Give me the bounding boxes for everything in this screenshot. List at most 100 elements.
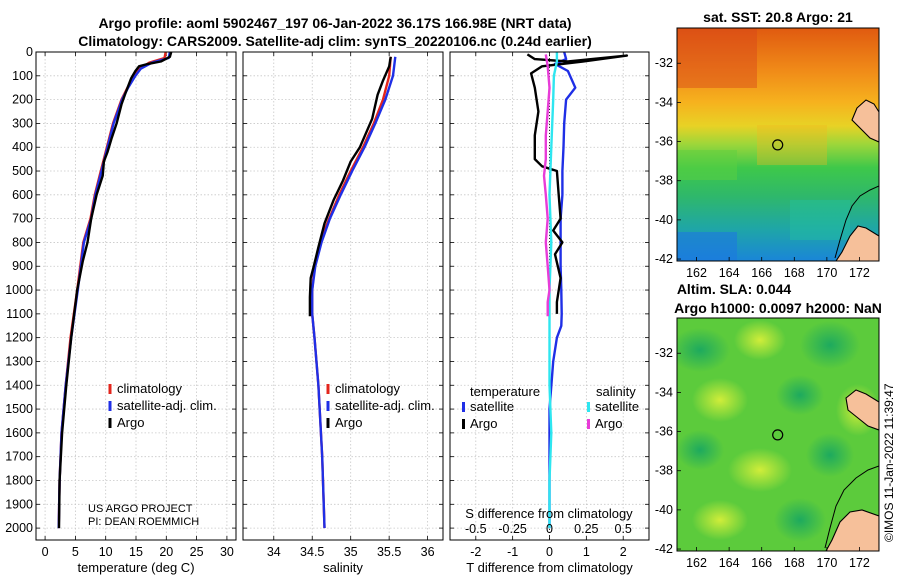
depth-tick-label: 1100 [6, 307, 33, 321]
series-salinity-satellite-adj-clim- [311, 56, 397, 529]
sst-map-axes: 162 164 166 168 170 172 -32 -34 -36 -38 -40 -42 [655, 56, 870, 280]
panel-salinity: 34 34.5 35 35.5 36 salinity climatology satelli… [242, 51, 444, 575]
s-diff-tick-label: 0.25 [574, 522, 598, 536]
map-lat-label: -32 [655, 56, 673, 70]
legend-swatch [462, 402, 465, 412]
legend-swatch [108, 418, 112, 428]
map-lon-label: 168 [784, 556, 805, 570]
depth-tick-label: 1500 [5, 402, 33, 416]
panel-difference: -2 -1 0 1 2T difference from climatology temp… [449, 51, 650, 575]
legend-label: satellite [595, 399, 639, 414]
series-difference-s-argo [542, 54, 551, 317]
legend-swatch [587, 419, 590, 429]
x-axis-label: salinity [323, 560, 363, 575]
x-tick-label: 34.5 [300, 545, 324, 559]
legend-label: satellite-adj. clim. [335, 398, 435, 413]
depth-tick-label: 0 [26, 45, 33, 59]
panel-salinity-bg [243, 52, 443, 540]
x-tick-label: 35.5 [377, 545, 401, 559]
map-lon-label: 172 [849, 266, 870, 280]
s-diff-tick-label: -0.5 [465, 522, 487, 536]
depth-tick-label: 1900 [5, 497, 33, 511]
map-lat-label: -36 [655, 135, 673, 149]
x-tick-label: 15 [129, 545, 143, 559]
legend-header-salinity: salinity [596, 384, 636, 399]
x-tick-label: 2 [620, 545, 627, 559]
depth-tick-label: 600 [12, 188, 33, 202]
sla-map: Altim. SLA: 0.044 Argo h1000: 0.0097 h20… [655, 281, 882, 570]
depth-tick-label: 1000 [5, 283, 33, 297]
map-lon-label: 162 [686, 266, 707, 280]
map-lon-label: 164 [719, 266, 740, 280]
legend-swatch [326, 384, 330, 394]
map-lat-label: -40 [655, 213, 673, 227]
sst-argo-marker [772, 139, 784, 151]
legend-label: Argo [470, 416, 497, 431]
credit-line: PI: DEAN ROEMMICH [88, 516, 199, 528]
depth-tick-label: 800 [12, 235, 33, 249]
map-lat-label: -42 [655, 542, 673, 556]
depth-tick-label: 500 [12, 164, 33, 178]
series-difference-t-satellite [548, 51, 577, 529]
x-axis-label: temperature (deg C) [77, 560, 194, 575]
depth-tick-label: 200 [12, 93, 33, 107]
credit-line: US ARGO PROJECT [88, 503, 193, 515]
panel-temperature-bg [36, 52, 236, 540]
s-diff-tick-label: 0 [546, 522, 553, 536]
map-lat-label: -36 [655, 425, 673, 439]
s-diff-tick-label: 0.5 [615, 522, 632, 536]
series-difference-s-satellite [548, 52, 559, 529]
map-lon-label: 164 [719, 556, 740, 570]
map-lat-label: -38 [655, 174, 673, 188]
map-lon-label: 172 [849, 556, 870, 570]
legend-label: climatology [117, 381, 183, 396]
depth-tick-label: 900 [12, 259, 33, 273]
depth-tick-label: 2000 [5, 521, 33, 535]
legend-swatch [587, 402, 590, 412]
legend-label: satellite-adj. clim. [117, 398, 217, 413]
depth-tick-label: 1300 [5, 354, 33, 368]
map-lon-label: 166 [751, 556, 772, 570]
sla-map-axes: 162 164 166 168 170 172 -32 -34 -36 -38 -40 -42 [655, 346, 870, 570]
sst-land-north [851, 99, 879, 143]
x-tick-label: 1 [583, 545, 590, 559]
x-tick-label: 35 [344, 545, 358, 559]
x-tick-label: 25 [190, 545, 204, 559]
x-axis-label-top: S difference from climatology [465, 506, 633, 521]
sla-contour [824, 465, 879, 549]
x-tick-label: 36 [421, 545, 435, 559]
legend-label: climatology [335, 381, 401, 396]
sst-map-frame [676, 27, 880, 262]
x-tick-label: -1 [507, 545, 518, 559]
depth-tick-label: 1800 [5, 473, 33, 487]
x-tick-label: 0 [546, 545, 553, 559]
depth-tick-label: 1400 [5, 378, 33, 392]
panel-frame [35, 51, 237, 541]
map-lon-label: 170 [816, 266, 837, 280]
legend-label: Argo [117, 415, 144, 430]
x-tick-label: 30 [220, 545, 234, 559]
legend-swatch [462, 419, 465, 429]
depth-tick-label: 400 [12, 140, 33, 154]
sla-land-south [825, 509, 879, 551]
legend-swatch [108, 401, 112, 411]
x-tick-label: 20 [159, 545, 173, 559]
legend-label: Argo [595, 416, 622, 431]
panel-temperature: 0 100 200 300 400 500 600 700 800 900 1000 1100 1200… [5, 45, 237, 575]
depth-tick-label: 700 [12, 212, 33, 226]
sst-map: sat. SST: 20.8 Argo: 21 162 164 166 168 170 1… [655, 9, 880, 280]
map-lat-label: -34 [655, 95, 673, 109]
map-lon-label: 168 [784, 266, 805, 280]
series-temperature-argo [57, 51, 173, 529]
depth-tick-label: 100 [12, 69, 33, 83]
legend-label: satellite [470, 399, 514, 414]
map-lat-label: -32 [655, 346, 673, 360]
sst-land-south [835, 225, 879, 261]
panel-frame [449, 51, 650, 541]
sla-land-north [845, 389, 879, 431]
depth-tick-label: 300 [12, 116, 33, 130]
series-salinity-argo [308, 56, 392, 317]
series-difference-t-argo [526, 53, 629, 314]
x-tick-label: 34 [267, 545, 281, 559]
depth-tick-label: 1200 [5, 331, 33, 345]
